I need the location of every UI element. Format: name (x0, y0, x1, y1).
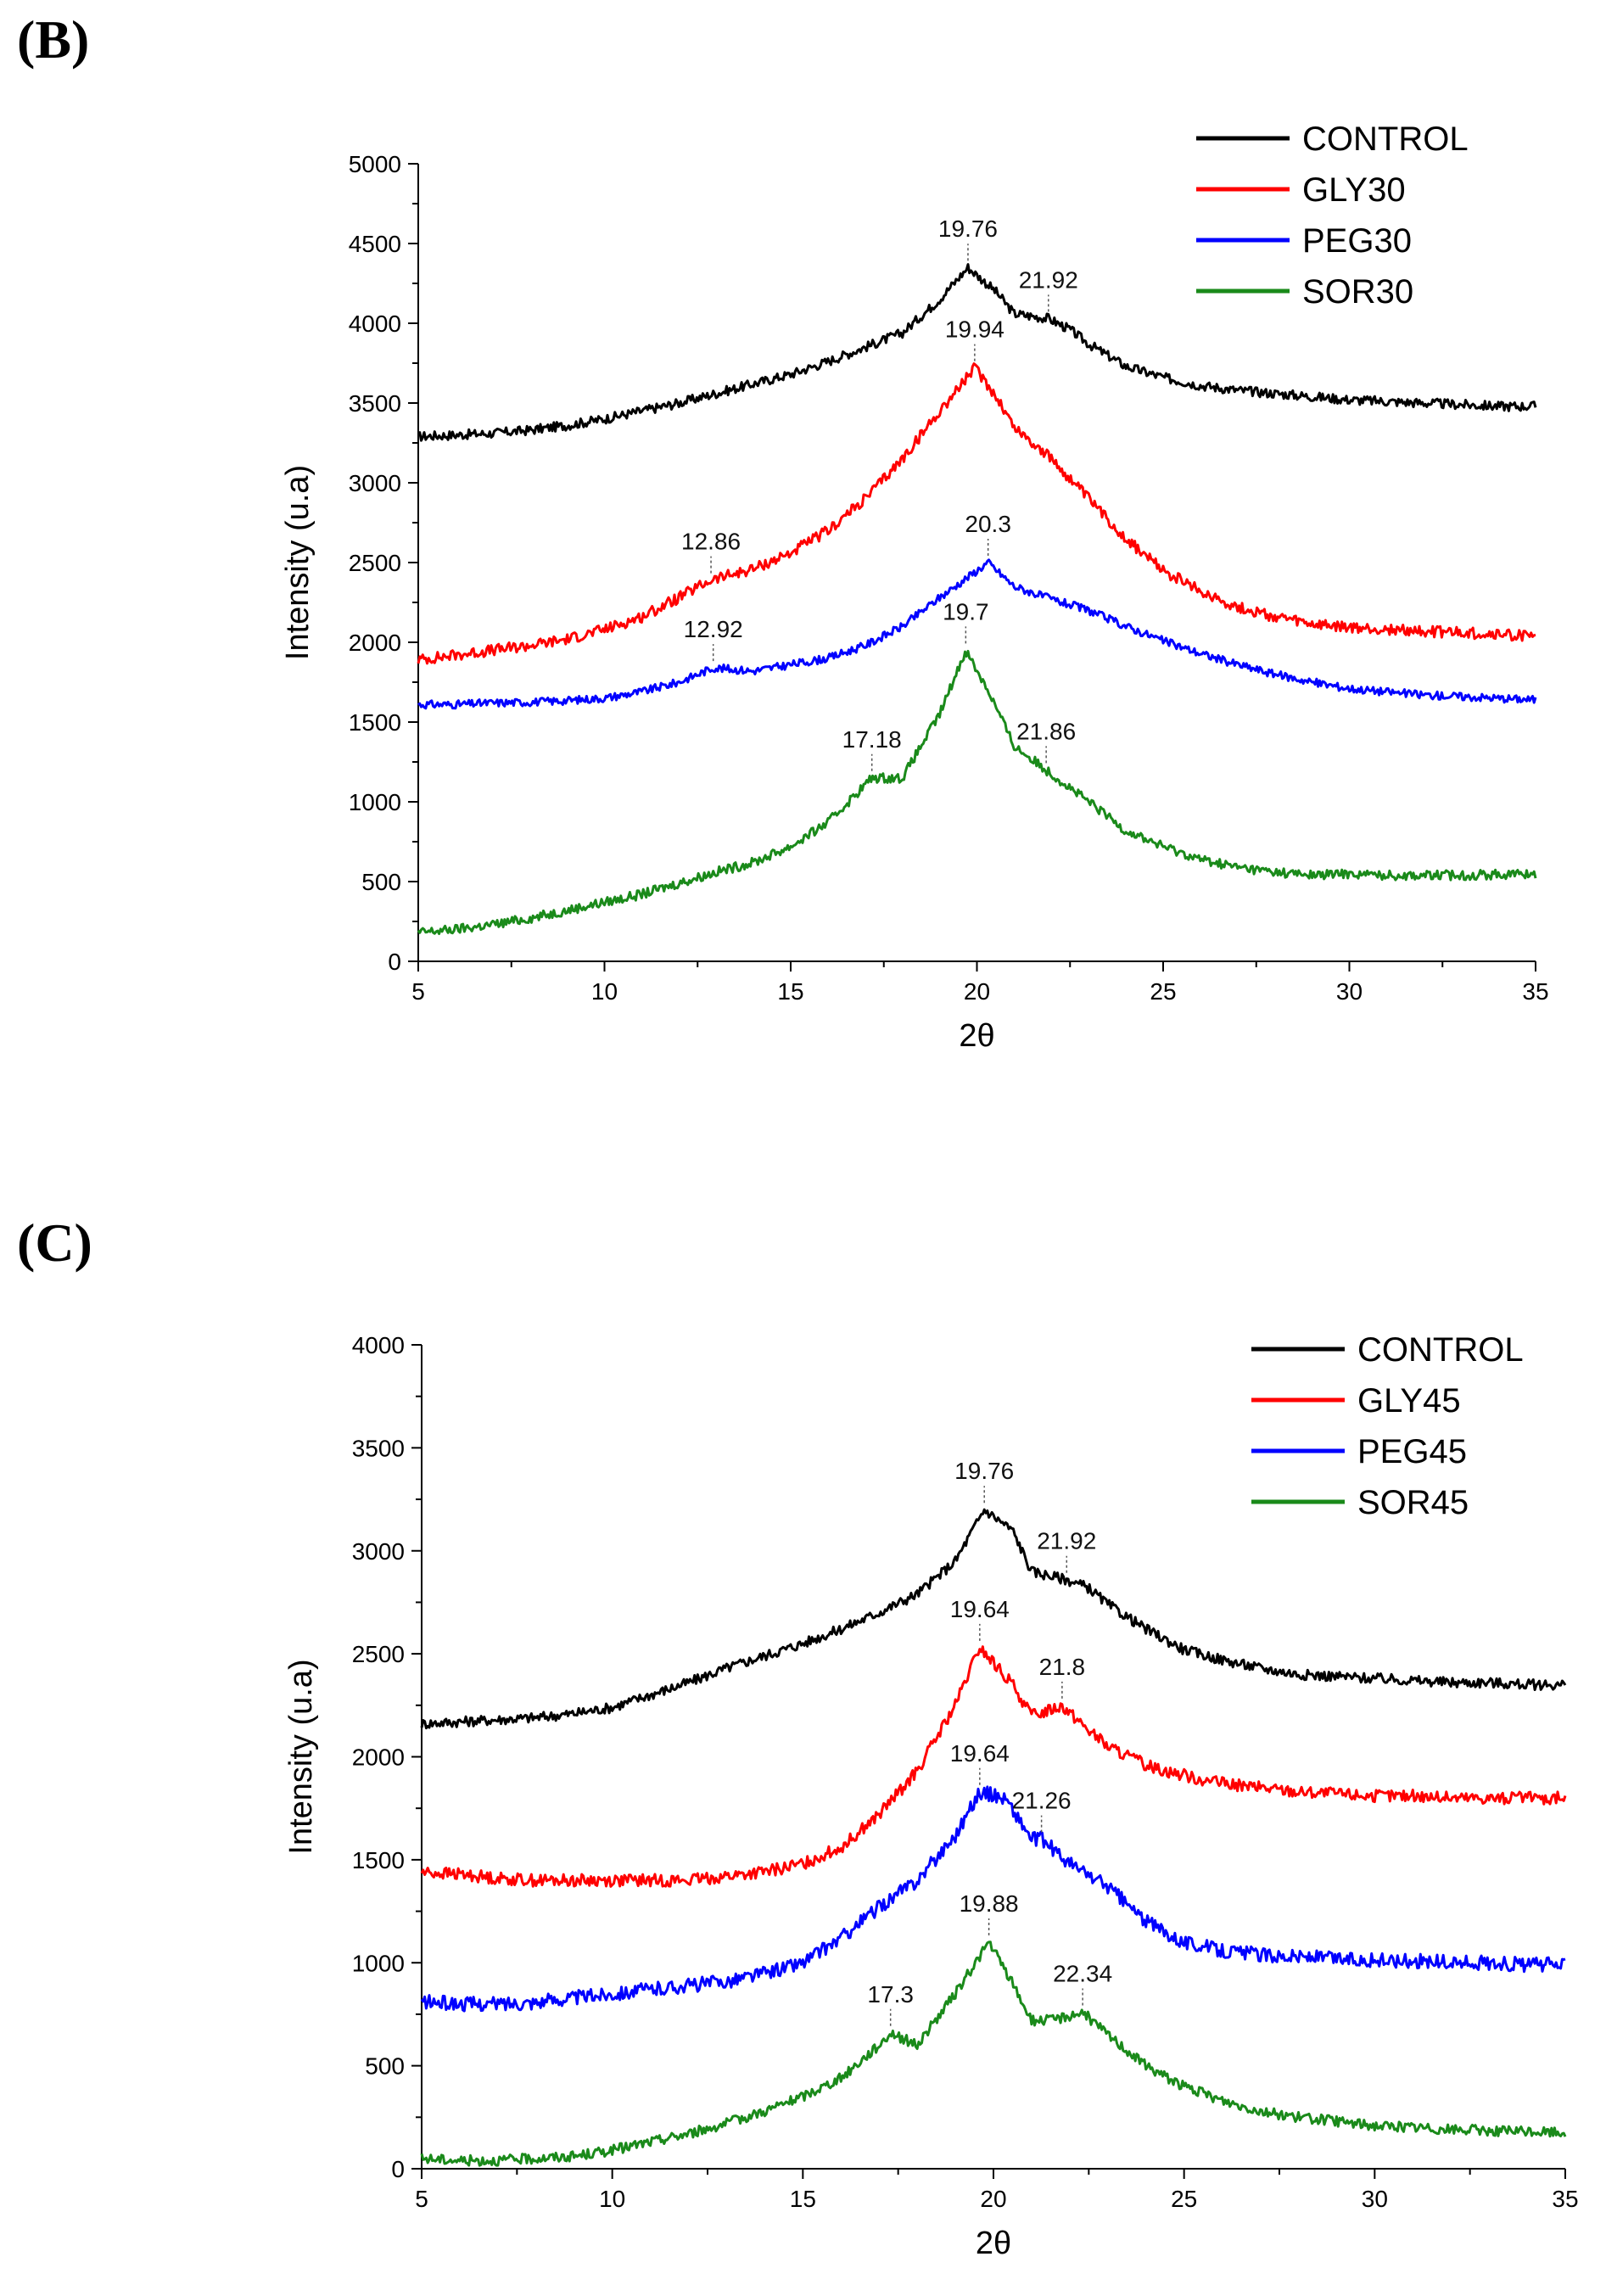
peak-label: 20.3 (965, 511, 1011, 537)
peak-label: 17.18 (842, 726, 902, 753)
peak-label: 19.76 (954, 1458, 1014, 1484)
y-tick-label: 2000 (349, 630, 401, 656)
peak-label: 19.64 (950, 1740, 1010, 1767)
peak-label: 19.88 (960, 1890, 1019, 1917)
series-line-control (420, 1508, 1567, 1730)
y-tick-label: 2500 (352, 1641, 405, 1667)
series-line-gly30 (417, 362, 1536, 665)
y-tick-label: 4000 (352, 1332, 405, 1358)
peak-label: 21.92 (1019, 266, 1078, 293)
y-tick-label: 0 (388, 949, 401, 975)
x-tick-label: 35 (1522, 978, 1548, 1005)
y-tick-label: 2000 (352, 1744, 405, 1771)
legend-label: PEG45 (1357, 1433, 1467, 1470)
legend-label: PEG30 (1302, 222, 1412, 260)
x-tick-label: 15 (777, 978, 803, 1005)
peak-label: 22.34 (1053, 1961, 1112, 1987)
legend-label: SOR45 (1357, 1484, 1469, 1521)
peak-label: 21.26 (1012, 1788, 1072, 1814)
y-tick-label: 3000 (352, 1538, 405, 1565)
x-tick-label: 25 (1171, 2186, 1197, 2212)
y-tick-label: 3500 (349, 390, 401, 417)
x-tick-label: 5 (415, 2186, 428, 2212)
legend-label: GLY30 (1302, 171, 1406, 209)
x-tick-label: 20 (980, 2186, 1006, 2212)
y-tick-label: 3500 (352, 1435, 405, 1461)
x-axis-title: 2θ (976, 2226, 1011, 2261)
peak-label: 21.92 (1037, 1528, 1096, 1554)
x-tick-label: 25 (1150, 978, 1176, 1005)
legend-label: GLY45 (1357, 1382, 1461, 1420)
y-tick-label: 4500 (349, 231, 401, 257)
x-tick-label: 35 (1552, 2186, 1578, 2212)
x-tick-label: 10 (591, 978, 618, 1005)
y-tick-label: 5000 (349, 151, 401, 177)
chart-panel-1: 0 500 1000 1500 2000 2500 3000 3500 4000 5 10 15 20 2… (283, 1331, 1579, 2261)
y-tick-label: 2500 (349, 550, 401, 576)
peak-label: 19.7 (943, 598, 989, 624)
series-line-peg45 (420, 1785, 1566, 2013)
panel-letter-c: (C) (17, 1212, 92, 1273)
x-tick-label: 20 (964, 978, 990, 1005)
peak-label: 12.86 (681, 529, 741, 555)
series-line-peg30 (417, 558, 1537, 710)
x-tick-label: 30 (1336, 978, 1363, 1005)
peak-label: 19.64 (950, 1596, 1010, 1622)
series-line-sor30 (417, 649, 1537, 935)
y-tick-label: 4000 (349, 311, 401, 337)
series-line-control (417, 263, 1537, 442)
series-line-gly45 (420, 1645, 1567, 1888)
y-tick-label: 1500 (352, 1847, 405, 1873)
legend-label: CONTROL (1302, 120, 1469, 158)
peak-label: 12.92 (684, 616, 743, 642)
y-tick-label: 1000 (349, 789, 401, 815)
y-tick-label: 0 (391, 2156, 405, 2182)
y-tick-label: 3000 (349, 470, 401, 496)
x-axis-title: 2θ (959, 1018, 994, 1054)
peak-label: 21.8 (1039, 1654, 1086, 1680)
x-tick-label: 15 (790, 2186, 816, 2212)
y-axis-title: Intensity (u.a) (283, 1659, 319, 1854)
y-axis-title: Intensity (u.a) (280, 465, 316, 660)
y-tick-label: 500 (365, 2053, 405, 2080)
y-tick-label: 500 (361, 869, 401, 895)
chart-panel-0: 0 500 1000 1500 2000 2500 3000 3500 4000 4500 5000… (280, 120, 1549, 1054)
panel-letter-b: (B) (17, 9, 90, 70)
peak-label: 17.3 (867, 1981, 914, 2008)
legend-label: SOR30 (1302, 273, 1413, 311)
x-tick-label: 30 (1362, 2186, 1388, 2212)
peak-label: 19.76 (938, 216, 998, 242)
legend-label: CONTROL (1357, 1331, 1524, 1369)
y-tick-label: 1000 (352, 1950, 405, 1976)
peak-label: 21.86 (1016, 718, 1076, 744)
series-line-sor45 (420, 1940, 1567, 2167)
x-tick-label: 5 (411, 978, 425, 1005)
x-tick-label: 10 (599, 2186, 625, 2212)
y-tick-label: 1500 (349, 709, 401, 736)
peak-label: 19.94 (945, 316, 1004, 343)
